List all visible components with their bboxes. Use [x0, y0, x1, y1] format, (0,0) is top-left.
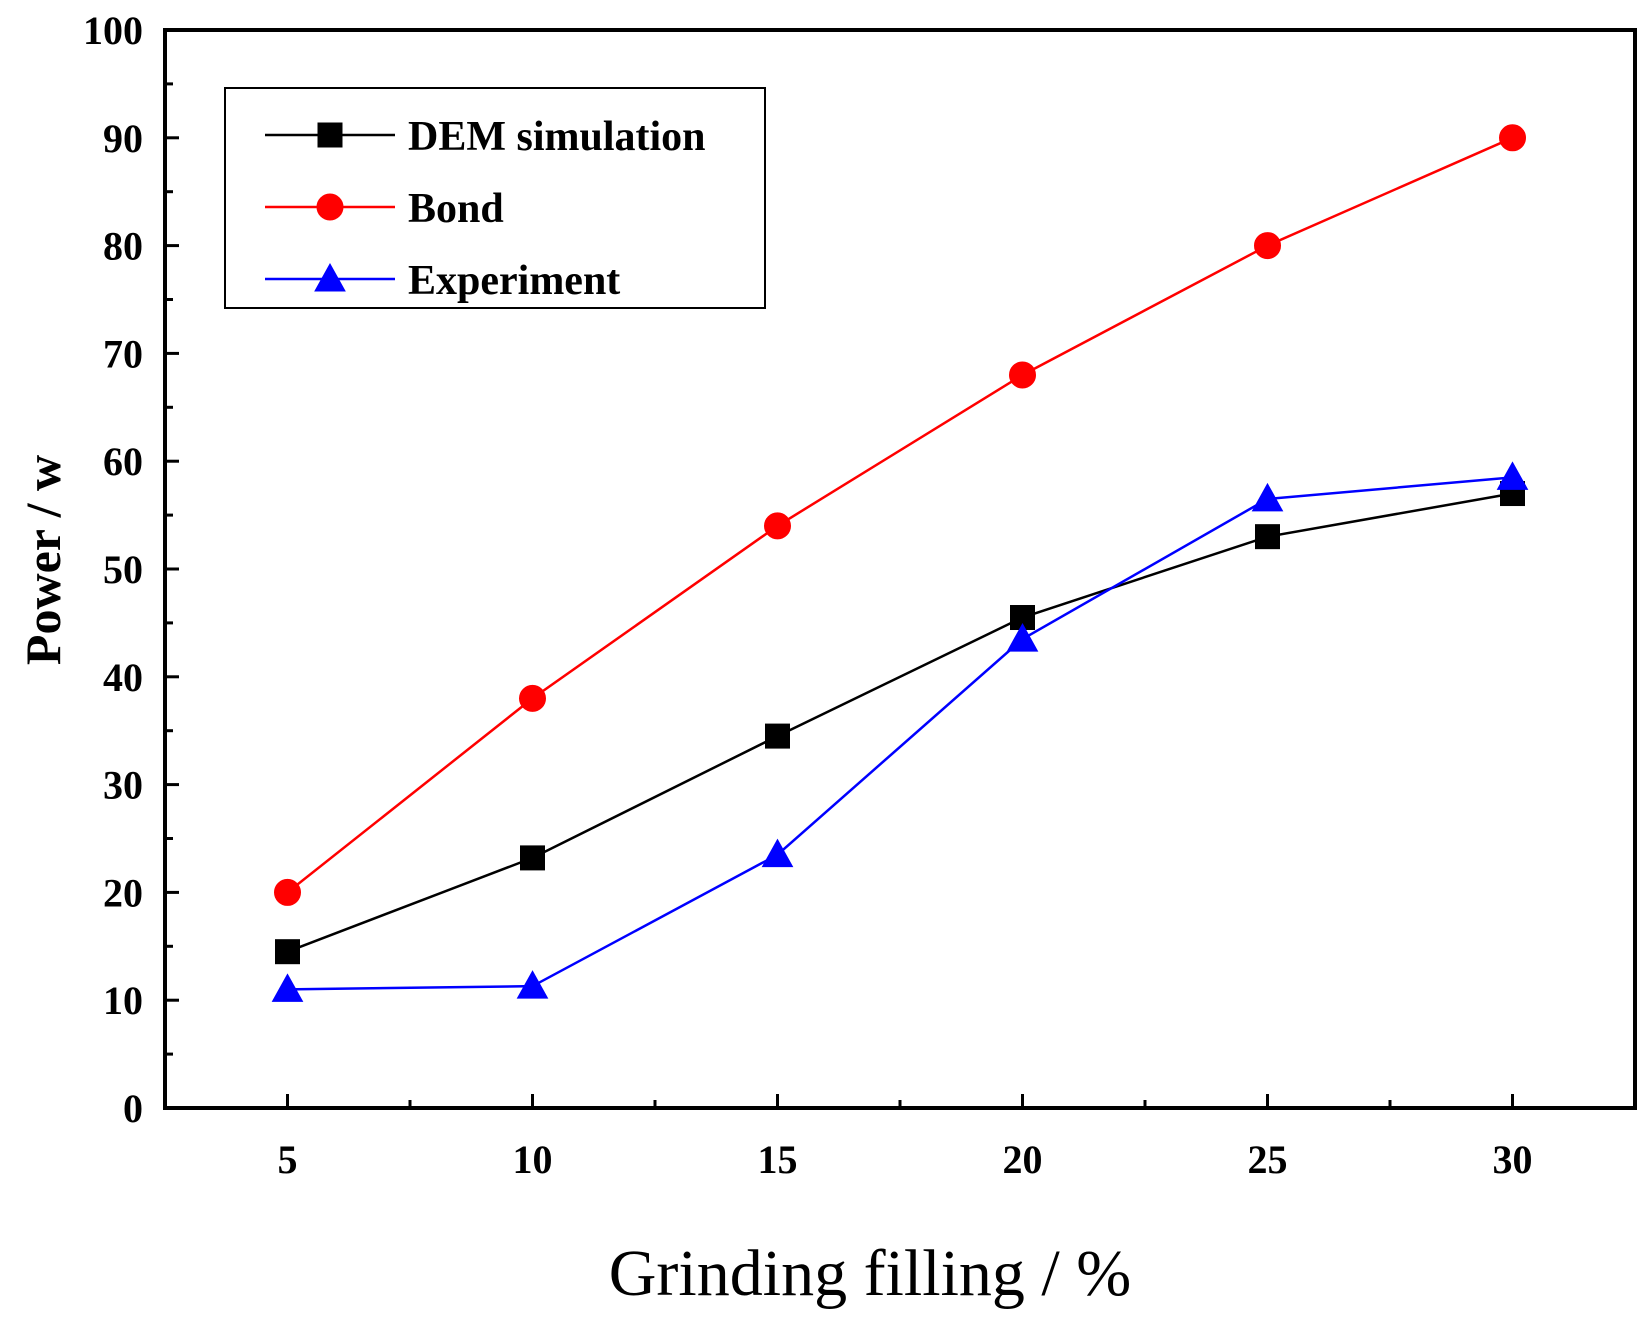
data-point-bond — [274, 878, 301, 906]
series-line-dem-simulation — [287, 492, 1513, 953]
y-tick-label: 100 — [83, 8, 143, 53]
data-point-dem-simulation — [765, 723, 790, 749]
series-line-experiment — [287, 476, 1513, 991]
series-line-bond — [286, 136, 1514, 894]
y-tick-label: 50 — [103, 547, 143, 592]
x-tick-label: 10 — [513, 1137, 553, 1182]
y-tick-label: 0 — [123, 1086, 143, 1131]
data-point-experiment — [1006, 623, 1039, 652]
legend-label-dem-simulation: DEM simulation — [408, 114, 706, 160]
data-point-bond — [1009, 361, 1036, 389]
x-tick-label: 15 — [758, 1137, 798, 1182]
data-point-dem-simulation — [520, 845, 545, 871]
data-point-bond — [1499, 124, 1526, 152]
data-point-experiment — [516, 970, 549, 999]
y-tick-label: 60 — [103, 439, 143, 484]
y-tick-label: 70 — [103, 331, 143, 376]
legend-label-experiment: Experiment — [408, 258, 620, 304]
legend-label-bond: Bond — [408, 186, 504, 232]
data-point-bond — [1254, 232, 1281, 260]
legend-box — [224, 87, 766, 309]
y-tick-label: 10 — [103, 978, 143, 1023]
data-point-experiment — [1496, 461, 1529, 490]
data-point-bond — [519, 684, 546, 712]
legend-marker-dem-simulation — [317, 122, 343, 148]
y-tick-label: 90 — [103, 116, 143, 161]
y-tick-label: 40 — [103, 655, 143, 700]
data-point-experiment — [761, 838, 794, 868]
y-axis-title: Power / w — [15, 455, 71, 665]
legend-marker-experiment — [314, 262, 346, 292]
x-tick-label: 5 — [278, 1137, 298, 1182]
x-tick-label: 20 — [1003, 1137, 1043, 1182]
data-point-experiment — [1251, 482, 1284, 512]
y-tick-label: 20 — [103, 870, 143, 915]
x-tick-label: 25 — [1248, 1137, 1288, 1182]
x-axis-title: Grinding filling / % — [609, 1237, 1131, 1310]
y-tick-label: 80 — [103, 224, 143, 269]
data-point-dem-simulation — [1255, 524, 1280, 550]
data-point-dem-simulation — [275, 939, 300, 965]
data-point-experiment — [271, 973, 304, 1002]
data-point-bond — [764, 512, 791, 540]
legend-marker-bond — [316, 193, 344, 221]
y-tick-label: 30 — [103, 763, 143, 808]
x-tick-label: 30 — [1493, 1137, 1533, 1182]
